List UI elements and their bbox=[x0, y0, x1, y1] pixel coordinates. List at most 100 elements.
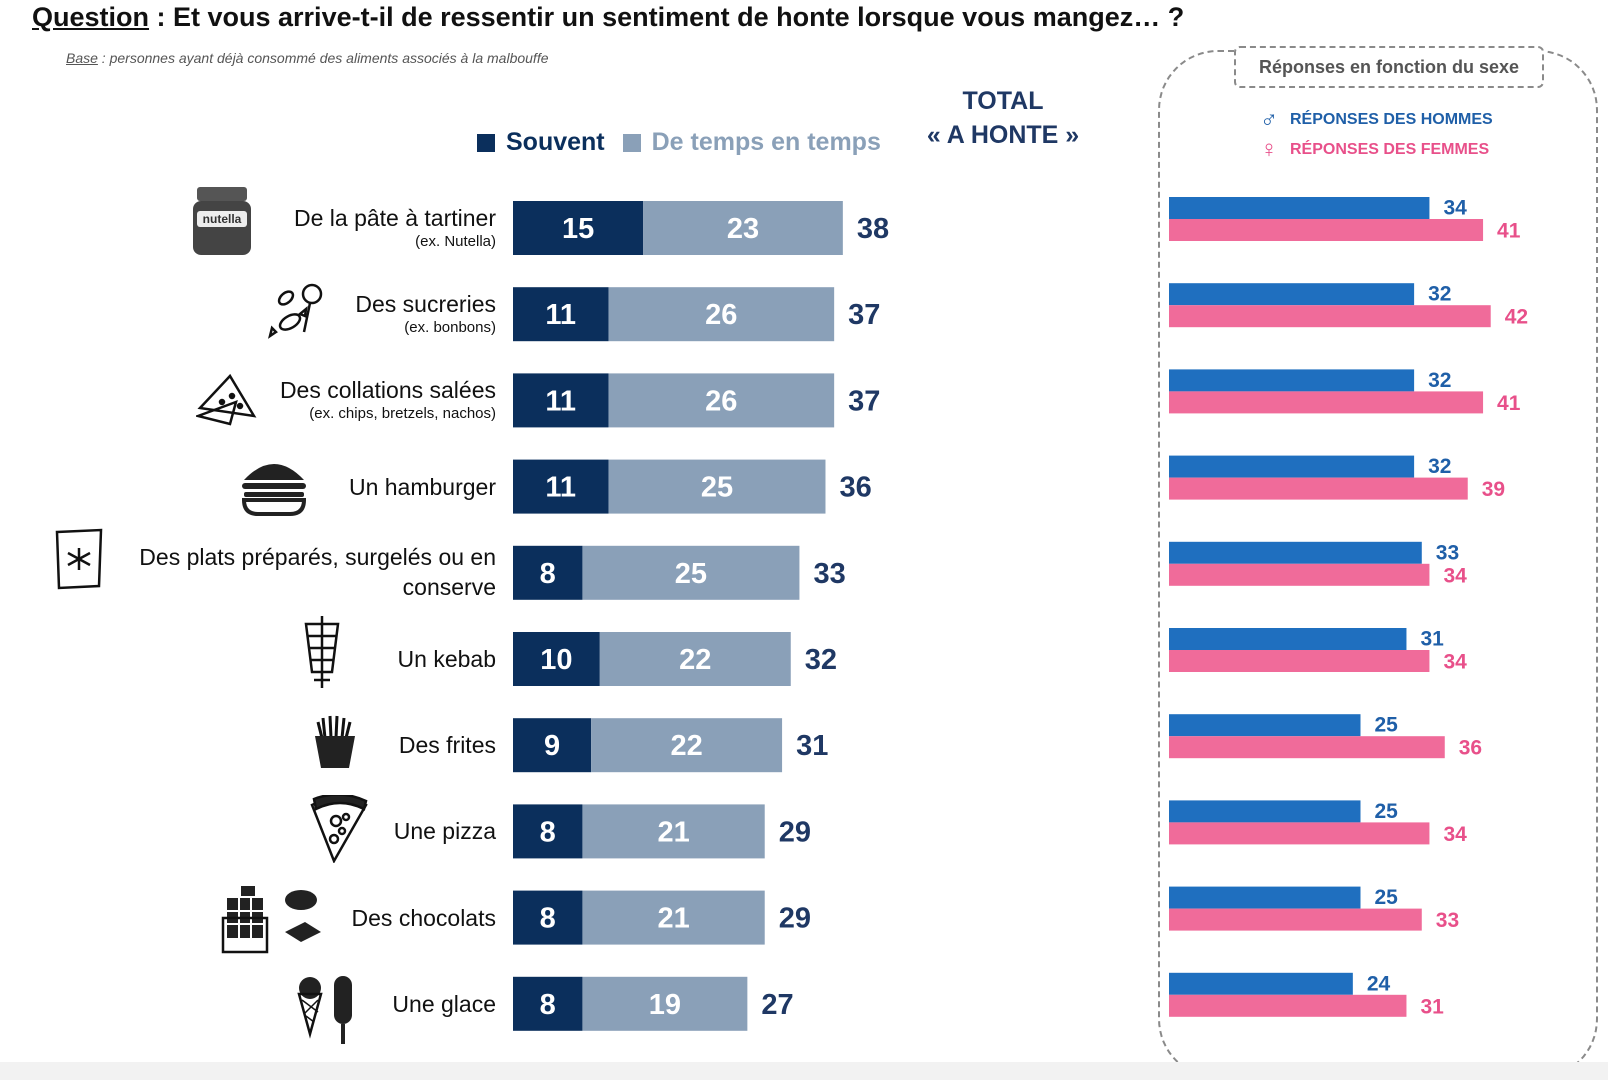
bar-souvent bbox=[513, 373, 609, 428]
value-label-total: 37 bbox=[848, 299, 880, 331]
legend-hommes: ♂ RÉPONSES DES HOMMES bbox=[1258, 106, 1493, 134]
value-label-femmes: 39 bbox=[1482, 478, 1505, 501]
row-label: Des chocolats bbox=[352, 903, 496, 933]
chocolate-icon bbox=[219, 884, 323, 959]
bar-hommes bbox=[1169, 197, 1430, 219]
legend-de-temps: De temps en temps bbox=[622, 128, 881, 157]
nutella-jar-icon: nutella bbox=[191, 185, 253, 264]
row-label-main: Des frites bbox=[398, 732, 496, 759]
row-label-line2: conserve bbox=[402, 573, 496, 600]
value-label-hommes: 31 bbox=[1420, 628, 1444, 651]
value-label-souvent: 11 bbox=[545, 472, 576, 504]
bar-femmes bbox=[1169, 736, 1445, 759]
value-label-souvent: 9 bbox=[544, 730, 560, 762]
bar-femmes bbox=[1169, 650, 1430, 672]
value-label-de-temps: 21 bbox=[657, 903, 689, 935]
value-label-souvent: 15 bbox=[562, 213, 594, 245]
value-label-total: 29 bbox=[779, 816, 811, 848]
value-label-de-temps: 25 bbox=[675, 558, 707, 590]
value-label-souvent: 8 bbox=[540, 989, 556, 1021]
value-label-de-temps: 22 bbox=[670, 730, 702, 762]
row-label: Des sucreries (ex. bonbons) bbox=[355, 289, 496, 337]
bar-hommes bbox=[1169, 369, 1415, 392]
value-label-hommes: 25 bbox=[1375, 714, 1399, 737]
total-title-line1: TOTAL bbox=[962, 87, 1044, 115]
total-title-line2: « A HONTE » bbox=[926, 121, 1080, 149]
value-label-de-temps: 21 bbox=[657, 816, 689, 848]
row-label-main: Une glace bbox=[392, 990, 496, 1017]
value-label-souvent: 10 bbox=[540, 644, 572, 676]
value-label-hommes: 32 bbox=[1428, 455, 1451, 478]
legend-femmes: ♀ RÉPONSES DES FEMMES bbox=[1258, 136, 1489, 164]
bar-souvent bbox=[513, 976, 583, 1031]
legend-label-femmes: RÉPONSES DES FEMMES bbox=[1290, 141, 1490, 158]
gender-panel-label: Réponses en fonction du sexe bbox=[1234, 46, 1544, 88]
value-label-hommes: 25 bbox=[1375, 886, 1399, 909]
row-label: Une glace bbox=[392, 989, 496, 1019]
bar-de-temps bbox=[582, 890, 765, 945]
hamburger-icon bbox=[240, 456, 308, 521]
value-label-hommes: 34 bbox=[1443, 197, 1467, 220]
bar-hommes bbox=[1169, 800, 1361, 823]
bar-souvent bbox=[513, 287, 609, 342]
value-label-total: 31 bbox=[796, 730, 828, 762]
bar-femmes bbox=[1169, 305, 1491, 328]
bar-de-temps bbox=[599, 632, 791, 686]
bar-de-temps bbox=[591, 718, 783, 773]
bar-femmes bbox=[1169, 219, 1484, 241]
female-icon: ♀ bbox=[1260, 136, 1278, 163]
value-label-hommes: 32 bbox=[1428, 369, 1451, 392]
row-label-sub: (ex. bonbons) bbox=[404, 319, 496, 337]
chart-legend: Souvent De temps en temps bbox=[477, 128, 899, 157]
question-text: : Et vous arrive-t-il de ressentir un se… bbox=[149, 2, 1185, 32]
legend-swatch-de-temps bbox=[622, 133, 641, 152]
bar-de-temps bbox=[582, 804, 765, 859]
bar-femmes bbox=[1169, 563, 1430, 586]
value-label-hommes: 33 bbox=[1436, 541, 1459, 564]
row-label: Un hamburger bbox=[349, 472, 496, 502]
bar-femmes bbox=[1169, 822, 1430, 845]
row-label: De la pâte à tartiner (ex. Nutella) bbox=[294, 203, 496, 251]
value-label-hommes: 25 bbox=[1375, 800, 1399, 823]
row-label-main: Des collations salées bbox=[279, 377, 496, 404]
row-label-sub: (ex. Nutella) bbox=[415, 233, 496, 250]
legend-souvent: Souvent bbox=[477, 128, 605, 157]
value-label-hommes: 32 bbox=[1428, 283, 1451, 306]
value-label-femmes: 41 bbox=[1497, 392, 1521, 415]
value-label-de-temps: 22 bbox=[679, 644, 711, 676]
value-label-femmes: 33 bbox=[1436, 909, 1459, 932]
row-label-main: Un kebab bbox=[397, 646, 496, 672]
row-label-main: Des plats préparés, surgelés ou en bbox=[139, 543, 496, 570]
base-note: Base : personnes ayant déjà consommé des… bbox=[66, 50, 549, 66]
row-label: Des frites bbox=[399, 730, 496, 760]
bar-souvent bbox=[513, 890, 583, 945]
bar-souvent bbox=[513, 545, 583, 600]
value-label-de-temps: 25 bbox=[701, 472, 733, 504]
row-label: Des collations salées (ex. chips, bretzel… bbox=[280, 375, 496, 423]
bar-femmes bbox=[1169, 477, 1468, 500]
kebab-icon bbox=[302, 614, 342, 695]
value-label-femmes: 36 bbox=[1459, 737, 1482, 760]
pizza-icon bbox=[310, 793, 368, 868]
row-label: Une pizza bbox=[394, 816, 496, 846]
bar-hommes bbox=[1169, 628, 1407, 650]
bar-de-temps bbox=[582, 976, 748, 1031]
value-label-de-temps: 26 bbox=[705, 299, 737, 331]
frozen-food-icon bbox=[53, 528, 105, 595]
question-prefix: Question bbox=[32, 2, 150, 32]
bottom-bar bbox=[0, 1062, 1608, 1080]
value-label-souvent: 8 bbox=[540, 558, 556, 590]
legend-label-de-temps: De temps en temps bbox=[651, 128, 881, 156]
row-label-main: Une pizza bbox=[393, 818, 496, 845]
bar-femmes bbox=[1169, 391, 1484, 414]
ice-cream-icon bbox=[296, 972, 356, 1053]
male-icon: ♂ bbox=[1260, 106, 1278, 133]
value-label-femmes: 34 bbox=[1443, 564, 1467, 587]
value-label-total: 37 bbox=[848, 385, 880, 417]
bar-souvent bbox=[513, 201, 644, 255]
row-label-main: Des sucreries bbox=[355, 291, 496, 318]
value-label-souvent: 11 bbox=[545, 385, 576, 417]
value-label-total: 27 bbox=[761, 989, 793, 1021]
value-label-femmes: 31 bbox=[1420, 995, 1444, 1018]
